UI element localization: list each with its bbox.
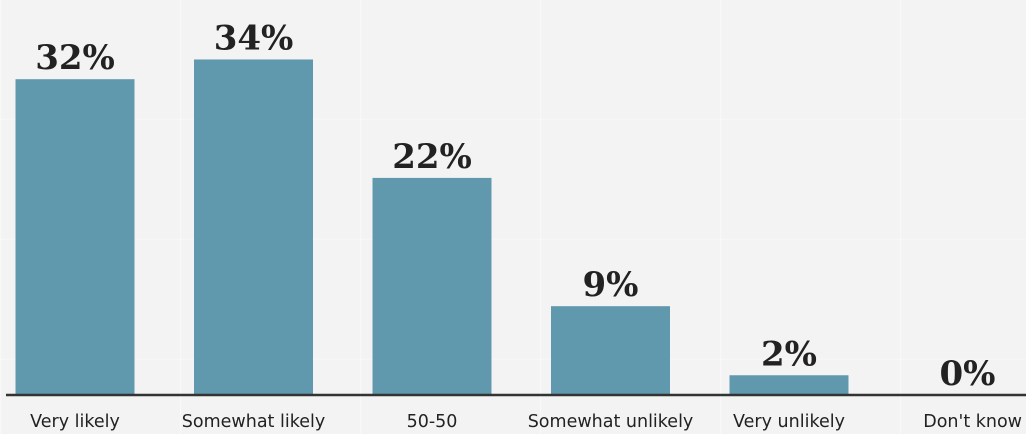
value-label-somewhat-unlikely: 9%	[583, 265, 639, 305]
bar-very-unlikely	[729, 375, 849, 395]
x-tick-label-somewhat-likely: Somewhat likely	[182, 412, 325, 432]
value-labels-group: 32% 34% 22% 9% 2% 0%	[35, 18, 995, 394]
x-tick-label-very-unlikely: Very unlikely	[733, 412, 845, 432]
bars-group	[15, 59, 849, 396]
bar-50-50	[372, 177, 492, 395]
tick-labels-group: Very likely Somewhat likely 50-50 Somewhat …	[30, 412, 1022, 432]
value-label-very-likely: 32%	[35, 38, 115, 78]
value-label-don-t-know: 0%	[940, 354, 996, 394]
x-tick-label-very-likely: Very likely	[30, 412, 120, 432]
value-label-50-50: 22%	[392, 137, 472, 177]
bar-very-likely	[15, 79, 135, 396]
bar-somewhat-unlikely	[551, 306, 670, 395]
x-tick-label-don-t-know: Don't know	[923, 412, 1022, 432]
x-tick-label-somewhat-unlikely: Somewhat unlikely	[528, 412, 694, 432]
x-tick-label-50-50: 50-50	[407, 412, 458, 432]
value-label-very-unlikely: 2%	[761, 334, 817, 374]
value-label-somewhat-likely: 34%	[214, 18, 294, 58]
bar-somewhat-likely	[194, 59, 313, 395]
